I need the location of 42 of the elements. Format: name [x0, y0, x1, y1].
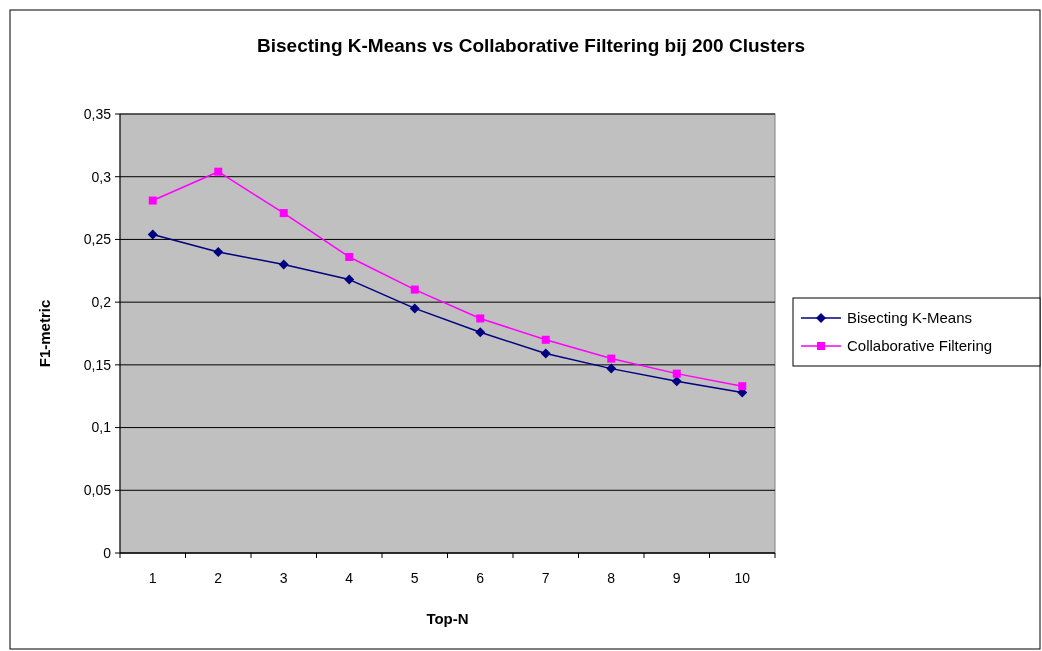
x-tick-label: 10	[734, 570, 751, 586]
x-tick-label: 3	[279, 570, 288, 586]
y-tick-label: 0,25	[83, 231, 112, 248]
y-tick-label: 0,15	[83, 356, 112, 373]
y-tick-label: 0,05	[83, 482, 112, 499]
y-tick-label: 0,1	[91, 419, 112, 436]
point	[279, 209, 288, 218]
x-tick-label: 5	[410, 570, 419, 586]
point	[409, 303, 420, 314]
point	[476, 314, 485, 323]
x-tick-label: 2	[214, 570, 223, 586]
x-tick-label: 9	[672, 570, 681, 586]
legend-label: Bisecting K-Means	[847, 309, 973, 327]
point	[672, 369, 681, 378]
y-tick-label: 0,35	[83, 105, 112, 122]
x-tick-label: 7	[541, 570, 550, 586]
point	[540, 348, 551, 359]
x-tick-label: 6	[476, 570, 485, 586]
x-tick-label: 4	[345, 570, 354, 586]
point	[213, 246, 224, 257]
y-tick-label: 0,3	[91, 168, 112, 185]
point	[278, 259, 289, 270]
legend-label: Collaborative Filtering	[847, 337, 993, 355]
x-tick-label: 1	[148, 570, 157, 586]
point	[410, 285, 419, 294]
point	[738, 382, 747, 391]
y-tick-label: 0	[103, 544, 112, 561]
point	[671, 376, 682, 387]
point	[475, 327, 486, 338]
point	[345, 252, 354, 261]
point	[344, 274, 355, 285]
y-axis-title: F1-metric	[36, 299, 53, 368]
point	[148, 196, 157, 205]
y-tick-label: 0,2	[91, 294, 112, 311]
x-tick-label: 8	[607, 570, 616, 586]
point	[147, 229, 158, 240]
point	[214, 167, 223, 176]
chart-title: Bisecting K-Means vs Collaborative Filtering bij 200 Clusters	[257, 35, 805, 56]
point	[541, 335, 550, 344]
point	[606, 363, 617, 374]
x-axis-title: Top-N	[426, 610, 469, 627]
point	[607, 354, 616, 363]
